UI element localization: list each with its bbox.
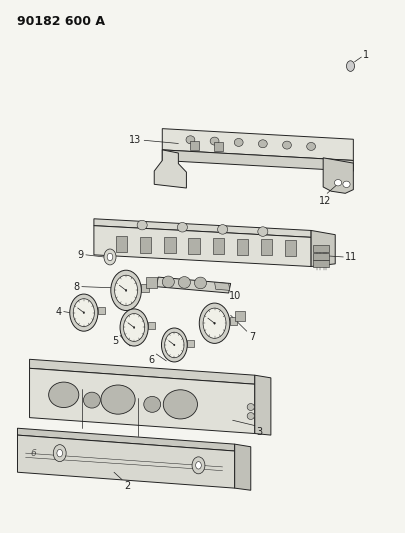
Circle shape	[203, 308, 226, 338]
Ellipse shape	[178, 277, 190, 288]
Circle shape	[347, 61, 354, 71]
Ellipse shape	[162, 276, 174, 288]
Circle shape	[115, 275, 138, 305]
Circle shape	[124, 313, 145, 342]
Circle shape	[104, 249, 116, 265]
Polygon shape	[311, 230, 335, 266]
Polygon shape	[94, 219, 311, 237]
Bar	[313, 260, 329, 266]
Bar	[285, 240, 296, 256]
Text: 7: 7	[249, 332, 255, 342]
Bar	[313, 253, 329, 260]
Bar	[190, 141, 199, 150]
Circle shape	[214, 322, 215, 324]
Polygon shape	[255, 375, 271, 435]
Circle shape	[70, 294, 98, 331]
Polygon shape	[187, 340, 194, 346]
Ellipse shape	[307, 142, 315, 150]
Bar	[261, 239, 272, 255]
Circle shape	[57, 449, 62, 457]
Polygon shape	[323, 158, 353, 193]
Bar	[146, 277, 158, 288]
Text: 10: 10	[229, 292, 241, 302]
Ellipse shape	[217, 224, 228, 234]
Polygon shape	[148, 322, 155, 329]
Bar	[164, 237, 175, 253]
Bar	[140, 237, 151, 253]
Polygon shape	[141, 284, 149, 293]
Bar	[214, 142, 224, 151]
Ellipse shape	[283, 141, 291, 149]
Ellipse shape	[343, 181, 350, 188]
Polygon shape	[17, 428, 234, 451]
Text: 2: 2	[124, 481, 130, 491]
Polygon shape	[30, 368, 255, 433]
Text: 9: 9	[77, 250, 83, 260]
Ellipse shape	[247, 413, 254, 419]
Bar	[234, 311, 245, 320]
Ellipse shape	[247, 403, 254, 410]
Ellipse shape	[186, 136, 195, 144]
Circle shape	[192, 457, 205, 474]
Text: 4: 4	[55, 306, 62, 317]
Polygon shape	[30, 359, 255, 384]
Circle shape	[125, 289, 127, 292]
Polygon shape	[215, 282, 230, 290]
Ellipse shape	[49, 382, 79, 408]
Text: 6: 6	[31, 449, 36, 458]
Bar	[116, 236, 127, 252]
Circle shape	[199, 303, 230, 343]
Text: 8: 8	[73, 281, 79, 292]
Polygon shape	[230, 317, 237, 325]
Polygon shape	[156, 277, 231, 293]
Ellipse shape	[335, 180, 342, 186]
Circle shape	[120, 309, 148, 346]
Ellipse shape	[234, 139, 243, 147]
Text: 90182 600 A: 90182 600 A	[17, 14, 105, 28]
Circle shape	[196, 462, 201, 469]
Circle shape	[133, 327, 135, 328]
Ellipse shape	[101, 385, 135, 414]
Polygon shape	[234, 444, 251, 490]
Circle shape	[162, 328, 187, 362]
Bar	[313, 245, 329, 252]
Ellipse shape	[177, 222, 188, 232]
Text: 3: 3	[257, 426, 263, 437]
Polygon shape	[98, 307, 105, 314]
Circle shape	[174, 344, 175, 346]
Circle shape	[111, 270, 141, 311]
Circle shape	[165, 332, 184, 358]
Text: 13: 13	[129, 135, 141, 146]
Text: 5: 5	[112, 336, 118, 346]
Ellipse shape	[144, 397, 161, 413]
Ellipse shape	[137, 220, 147, 230]
Text: 1: 1	[363, 51, 369, 60]
Ellipse shape	[258, 227, 268, 236]
Circle shape	[107, 253, 113, 261]
Circle shape	[73, 298, 94, 327]
Ellipse shape	[258, 140, 267, 148]
Bar	[188, 238, 200, 254]
Circle shape	[53, 445, 66, 462]
Bar	[237, 239, 248, 255]
Bar	[213, 238, 224, 254]
Polygon shape	[154, 150, 186, 188]
Text: 11: 11	[345, 252, 357, 262]
Polygon shape	[162, 150, 353, 171]
Ellipse shape	[163, 390, 198, 419]
Ellipse shape	[210, 137, 219, 145]
Text: 12: 12	[319, 196, 331, 206]
Ellipse shape	[194, 277, 207, 289]
Circle shape	[83, 312, 85, 313]
Polygon shape	[162, 128, 353, 160]
Polygon shape	[94, 225, 311, 266]
Text: 6: 6	[148, 355, 154, 365]
Polygon shape	[17, 435, 234, 488]
Ellipse shape	[83, 392, 100, 408]
